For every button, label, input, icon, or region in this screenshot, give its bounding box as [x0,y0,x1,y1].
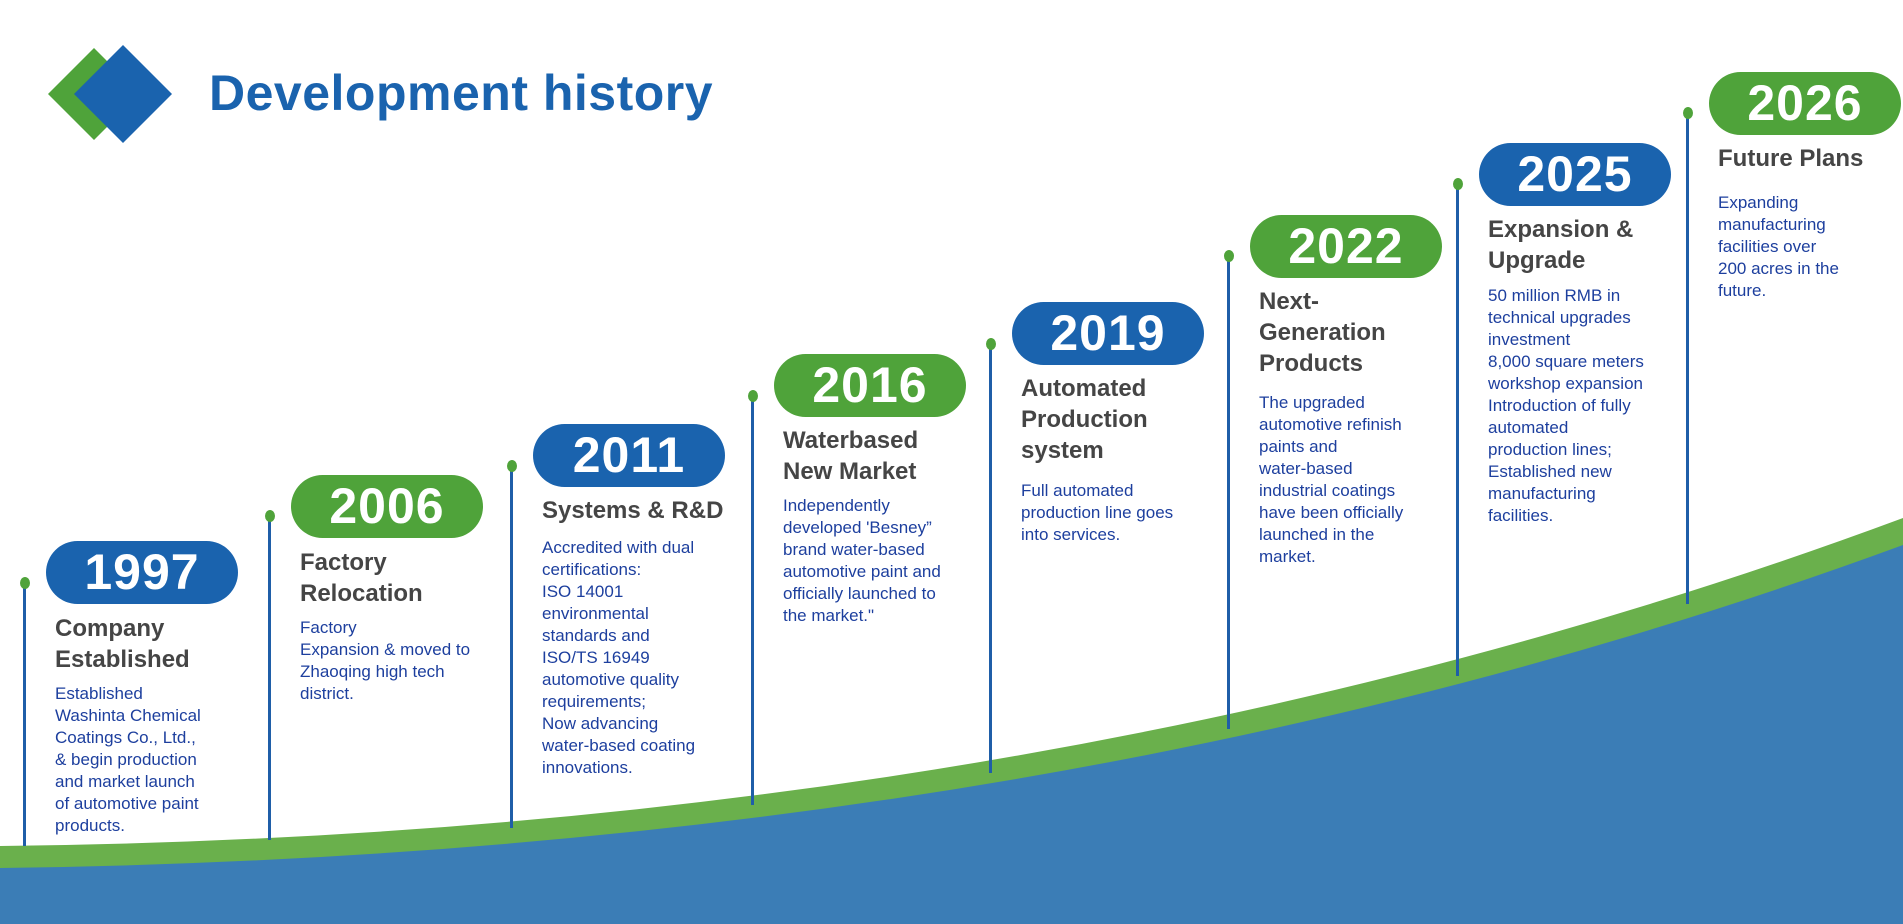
year-badge: 2011 [533,424,725,487]
milestone-title: Company Established [55,615,190,673]
milestone-title: Automated Production system [1021,375,1148,464]
milestone-description: Factory Expansion & moved to Zhaoqing hi… [300,618,471,703]
milestone-description: Established Washinta Chemical Coatings C… [55,684,201,835]
double-diamond-logo-icon [48,45,172,143]
timeline-dot-icon [506,460,517,472]
timeline-marker-line [1227,256,1230,729]
timeline-dot-icon [985,338,996,350]
timeline-dot-icon [747,390,758,402]
milestone-description: Accredited with dual certifications: ISO… [542,538,696,777]
milestone-description: Full automated production line goes into… [1021,481,1174,544]
year-badge: 2016 [774,354,966,417]
milestone-title: Factory Relocation [300,549,423,607]
year-badge: 1997 [46,541,238,604]
timeline-dot-icon [1452,178,1463,190]
milestone-description: The upgraded automotive refinish paints … [1259,393,1404,566]
year-badge: 2026 [1709,72,1901,135]
milestone-title: Waterbased New Market [783,427,919,485]
timeline-marker-line [751,396,754,805]
timeline-dot-icon [264,510,275,522]
timeline-dot-icon [1223,250,1234,262]
year-badge: 2006 [291,475,483,538]
timeline-marker-line [1456,184,1459,676]
milestone-title: Future Plans [1718,145,1864,172]
timeline-dot-icon [19,577,30,589]
milestone-title: Expansion & Upgrade [1488,216,1634,274]
milestone-title: Next- Generation Products [1259,288,1386,377]
timeline-marker-line [23,583,26,846]
timeline-marker-line [989,344,992,773]
page-title: Development history [209,65,714,121]
milestone-description: Independently developed 'Besney” brand w… [783,496,941,625]
timeline-marker-line [1686,113,1689,604]
milestone-description: Expanding manufacturing facilities over … [1718,193,1839,300]
timeline-dot-icon [1682,107,1693,119]
milestone-description: 50 million RMB in technical upgrades inv… [1488,286,1644,525]
timeline-marker-line [268,516,271,840]
wave-blue-area [0,545,1903,924]
year-badge: 2019 [1012,302,1204,365]
year-badge: 2025 [1479,143,1671,206]
timeline-marker-line [510,466,513,828]
milestone-title: Systems & R&D [542,497,724,524]
year-badge: 2022 [1250,215,1442,278]
